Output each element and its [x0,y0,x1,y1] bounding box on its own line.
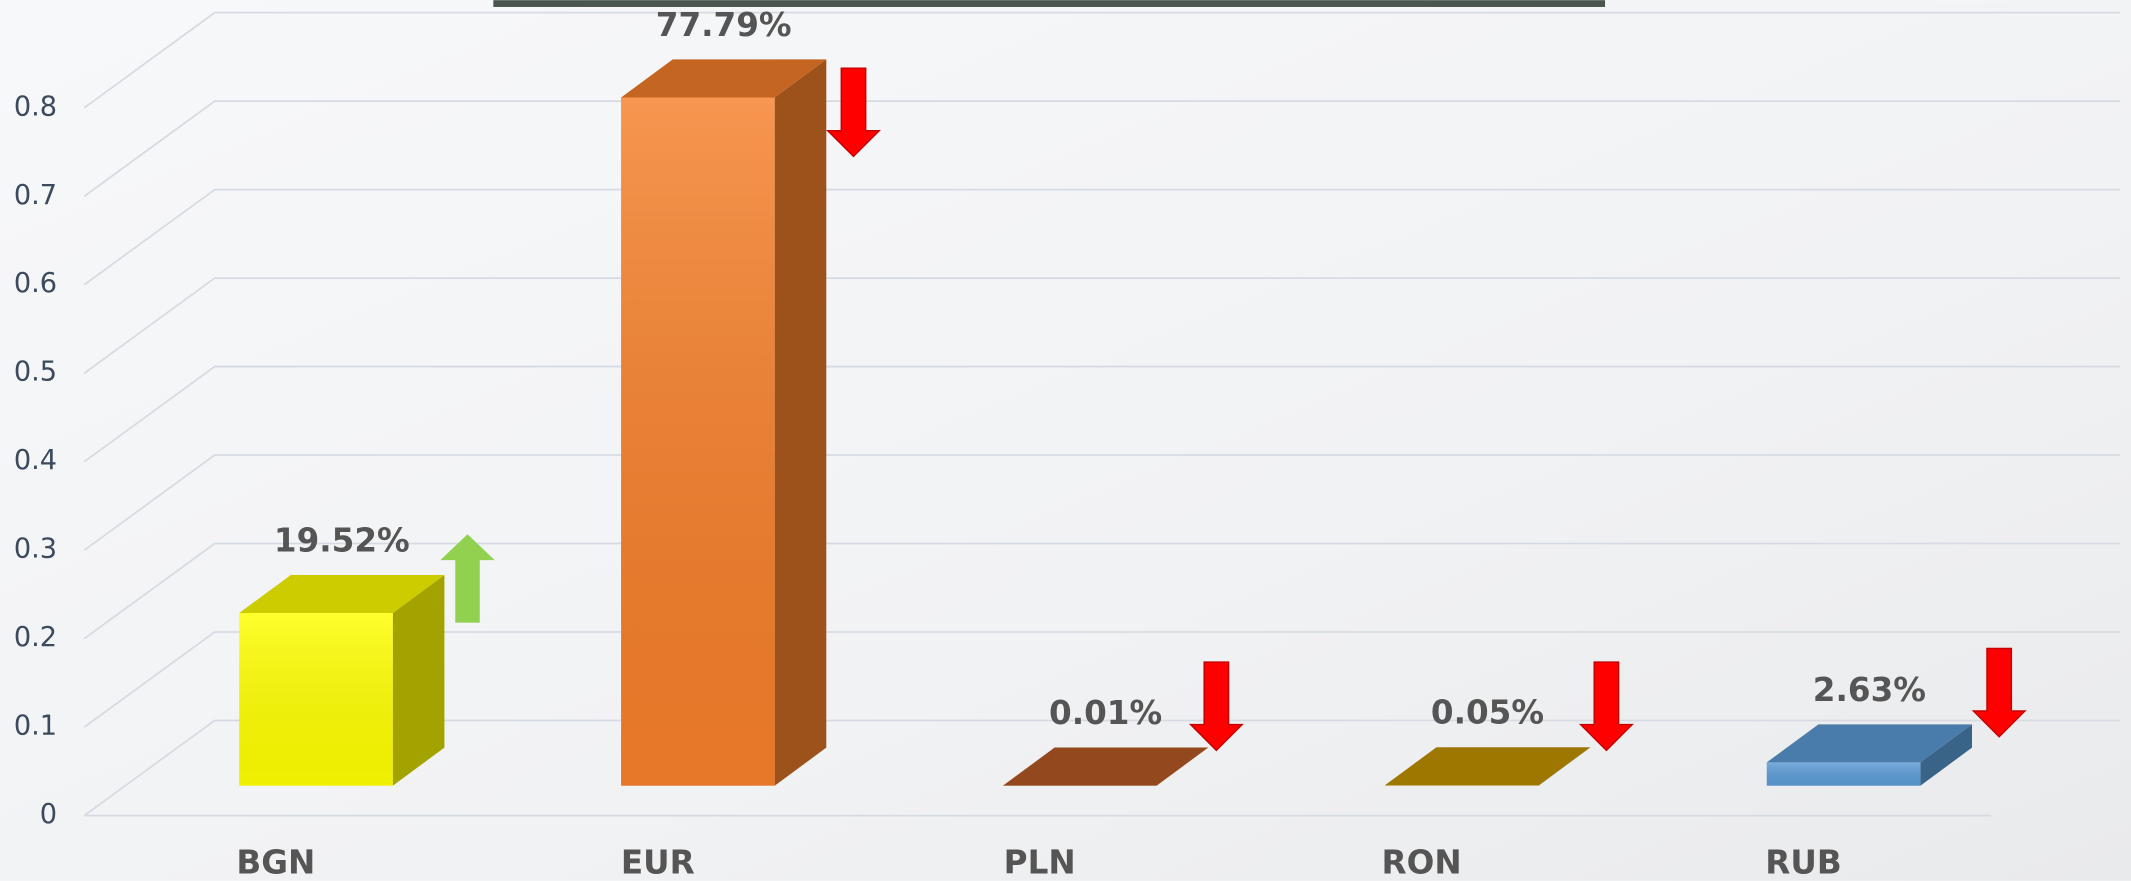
y-tick-label: 0.1 [14,711,57,742]
x-tick-label: BGN [236,844,315,881]
x-tick-label: EUR [621,844,695,881]
value-label: 0.01% [1049,694,1162,732]
grid-line [83,277,2121,374]
y-tick-label: 0.2 [14,622,57,653]
bar-side [1538,747,1591,786]
grid-line [83,100,2121,197]
up-arrow [440,534,495,623]
grid-line [83,542,2121,640]
x-tick-label: PLN [1004,844,1076,881]
x-tick-label: RUB [1765,844,1841,881]
grid-line [83,365,2121,463]
y-tick-label: 0.7 [14,180,57,211]
x-tick-label: RON [1382,844,1462,881]
grid-line [83,11,2121,109]
bar [1384,747,1591,786]
value-label: 0.05% [1431,694,1544,732]
value-label: 2.63% [1813,671,1926,709]
bar-side [1156,747,1209,786]
bar-top [621,59,827,98]
y-tick-label: 0.6 [14,268,57,299]
bar-top [1384,747,1591,786]
y-tick-label: 0 [40,799,57,830]
bar [1002,747,1209,786]
bar [239,574,445,786]
bar-side [1920,724,1972,786]
bar-top [1002,747,1209,786]
y-tick-label: 0.3 [14,534,57,565]
value-label: 77.79% [656,6,792,44]
trend-arrows [440,67,2027,752]
bar-side [392,574,445,786]
grid-line [83,631,2121,728]
value-label: 19.52% [274,521,410,559]
bar-front-shade [1766,762,1921,786]
grid-line [83,719,2121,817]
grid-line [83,454,2121,551]
bar-front-shade [239,612,393,786]
bar-top [239,574,445,613]
top-banner [493,0,1606,7]
down-arrow [1188,661,1244,752]
bar-side [774,59,827,786]
bar [1766,724,1972,786]
bar-top [1766,724,1972,763]
down-arrow [1971,647,2027,738]
down-arrow [1578,661,1634,752]
y-tick-label: 0.5 [14,357,57,388]
y-tick-label: 0.4 [14,445,57,476]
bar-front-shade [621,97,775,786]
bar [621,59,827,786]
down-arrow [826,67,881,158]
y-tick-label: 0.8 [14,91,57,122]
grid-line [83,188,2121,286]
